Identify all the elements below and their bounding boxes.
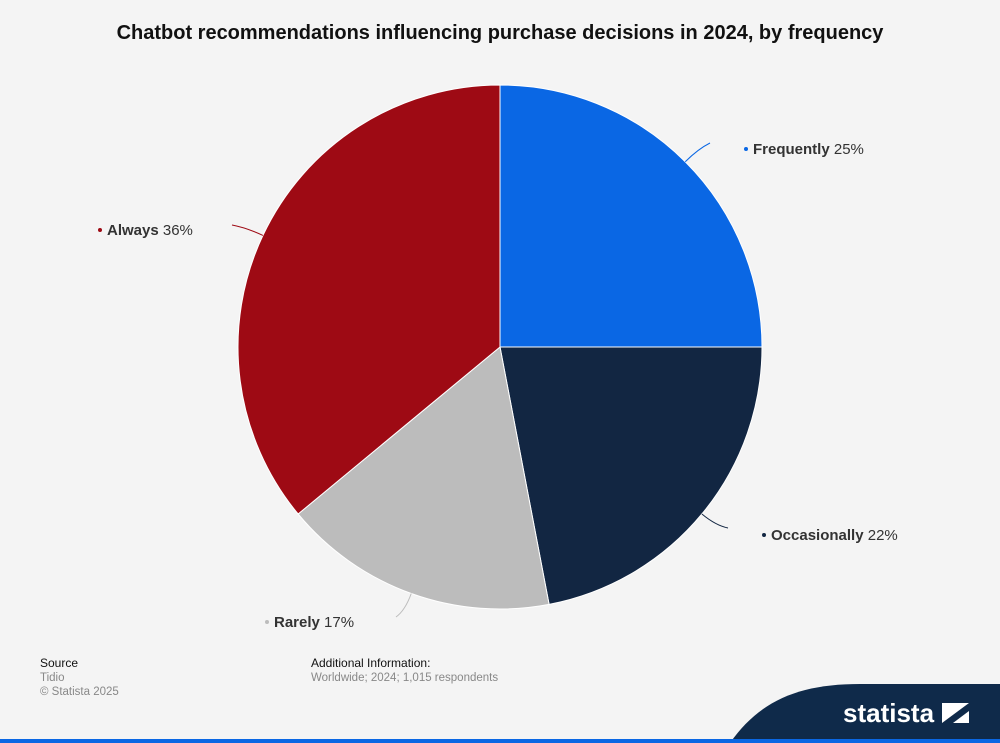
connector-line-occasionally [701, 513, 729, 529]
data-label-rarely: Rarely 17% [274, 614, 354, 631]
source-name[interactable]: Tidio [40, 672, 65, 684]
source-heading: Source [40, 656, 79, 670]
source-block: Source Tidio © Statista 2025 [40, 656, 119, 698]
legend-bullet-occasionally [762, 533, 766, 537]
additional-heading: Additional Information: [311, 656, 431, 670]
legend-bullet-rarely [265, 620, 269, 624]
copyright: © Statista 2025 [40, 686, 119, 698]
data-label-always: Always 36% [107, 222, 193, 239]
connector-line-frequently [684, 142, 711, 163]
connector-line-always [231, 224, 264, 236]
pie-slice-occasionally[interactable] [499, 346, 763, 605]
data-label-occasionally: Occasionally 22% [771, 527, 898, 544]
legend-bullet-always [98, 228, 102, 232]
pie-slice-rarely[interactable] [297, 346, 550, 610]
additional-text: Worldwide; 2024; 1,015 respondents [311, 672, 499, 684]
data-label-frequently: Frequently 25% [753, 141, 864, 158]
connector-line-rarely [395, 593, 412, 618]
additional-info-block: Additional Information: Worldwide; 2024;… [311, 656, 498, 684]
pie-slice-frequently[interactable] [499, 84, 763, 348]
legend-bullet-frequently [744, 147, 748, 151]
chart-title: Chatbot recommendations influencing purc… [116, 22, 884, 44]
pie-slice-always[interactable] [237, 84, 501, 515]
